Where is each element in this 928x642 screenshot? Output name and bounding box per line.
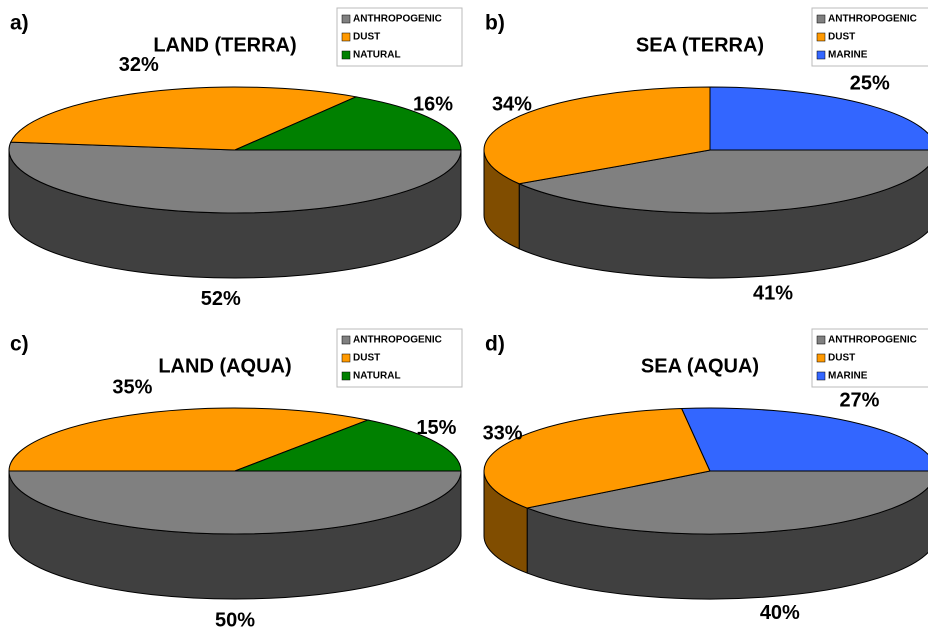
legend-label: ANTHROPOGENIC xyxy=(828,335,917,346)
data-label: 40% xyxy=(760,602,800,624)
legend-label: DUST xyxy=(353,353,380,364)
legend-box xyxy=(336,328,463,388)
legend-swatch xyxy=(341,371,351,381)
pie-slice xyxy=(234,96,462,151)
pie-slice xyxy=(234,419,462,472)
legend-label: MARINE xyxy=(828,50,868,61)
pie-slice xyxy=(8,407,370,472)
data-label: 41% xyxy=(753,282,793,304)
legend-label: NATURAL xyxy=(353,371,401,382)
pie-slice xyxy=(680,407,928,472)
pie-slice xyxy=(483,407,711,509)
legend-swatch xyxy=(341,50,351,60)
data-label: 35% xyxy=(112,376,152,398)
legend-label: ANTHROPOGENIC xyxy=(353,14,442,25)
legend-label: DUST xyxy=(828,353,855,364)
data-label: 15% xyxy=(416,417,456,439)
pie-slice xyxy=(8,470,462,535)
data-label: 27% xyxy=(839,390,879,412)
legend-box xyxy=(811,7,928,67)
legend-swatch xyxy=(816,50,826,60)
chart-title: SEA (AQUA) xyxy=(641,355,759,377)
legend-label: DUST xyxy=(828,32,855,43)
legend-swatch xyxy=(816,371,826,381)
data-label: 33% xyxy=(483,422,523,444)
chart-title: LAND (AQUA) xyxy=(158,355,291,377)
legend-swatch xyxy=(341,32,351,42)
legend-box xyxy=(811,328,928,388)
pie-slice xyxy=(483,86,711,185)
legend-label: ANTHROPOGENIC xyxy=(828,14,917,25)
panel-label: b) xyxy=(485,12,505,35)
legend-swatch xyxy=(341,353,351,363)
legend-label: MARINE xyxy=(828,371,868,382)
data-label: 32% xyxy=(119,54,159,76)
data-label: 50% xyxy=(215,609,255,631)
legend-swatch xyxy=(341,335,351,345)
legend-box xyxy=(336,7,463,67)
legend-swatch xyxy=(341,14,351,24)
panel-label: d) xyxy=(485,333,505,356)
chart-title: LAND (TERRA) xyxy=(153,34,296,56)
data-label: 25% xyxy=(850,73,890,95)
data-label: 16% xyxy=(413,93,453,115)
pie-slice xyxy=(8,141,462,214)
legend-swatch xyxy=(816,353,826,363)
panel-label: a) xyxy=(10,12,29,35)
chart-title: SEA (TERRA) xyxy=(636,34,764,56)
pie-slice xyxy=(525,470,928,535)
pie-slice xyxy=(709,86,928,151)
legend-swatch xyxy=(816,32,826,42)
legend-label: DUST xyxy=(353,32,380,43)
legend-label: NATURAL xyxy=(353,50,401,61)
legend-swatch xyxy=(816,335,826,345)
legend-label: ANTHROPOGENIC xyxy=(353,335,442,346)
panel-label: c) xyxy=(10,333,29,356)
data-label: 52% xyxy=(201,288,241,310)
data-label: 34% xyxy=(492,93,532,115)
legend-swatch xyxy=(816,14,826,24)
